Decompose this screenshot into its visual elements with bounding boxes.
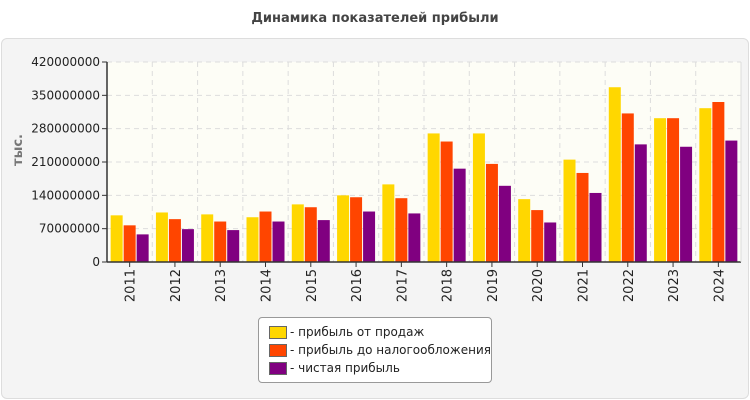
bar-2017-2 (408, 213, 421, 262)
bar-2022-1 (621, 113, 634, 262)
bar-2023-1 (667, 118, 680, 262)
bar-2015-2 (317, 220, 330, 262)
bar-2021-0 (563, 159, 576, 262)
bar-2012-0 (155, 212, 168, 262)
bar-2020-2 (544, 222, 557, 262)
x-tick-label: 2016 (350, 269, 365, 302)
bar-2022-0 (608, 87, 621, 262)
x-tick-label: 2022 (622, 269, 637, 302)
legend-swatch (269, 325, 287, 339)
y-tick-label: 420000000 (31, 55, 100, 69)
x-tick-label: 2023 (667, 269, 682, 302)
bar-2018-1 (440, 141, 453, 262)
bar-2015-0 (291, 204, 304, 262)
x-tick-label: 2021 (577, 269, 592, 302)
bar-2018-0 (427, 133, 440, 262)
bar-2012-2 (181, 229, 194, 262)
y-tick-label: 280000000 (31, 122, 100, 136)
bar-2020-1 (531, 210, 544, 262)
bar-2019-0 (472, 133, 485, 262)
legend-swatch (269, 343, 287, 357)
y-tick-label: 210000000 (31, 155, 100, 169)
bar-2023-2 (680, 146, 693, 262)
y-tick-label: 0 (92, 255, 100, 269)
x-tick-label: 2013 (214, 269, 229, 302)
bar-2013-2 (227, 230, 240, 262)
bar-2014-2 (272, 221, 285, 262)
legend-label: - чистая прибыль (290, 361, 400, 375)
bar-2012-1 (168, 219, 181, 262)
chart-title: Динамика показателей прибыли (251, 11, 499, 26)
x-tick-label: 2015 (305, 269, 320, 302)
x-tick-label: 2024 (712, 269, 727, 302)
bar-2018-2 (453, 168, 466, 262)
bar-2021-2 (589, 192, 602, 262)
bar-2015-1 (304, 207, 317, 262)
legend-item-sales: - прибыль от продаж (269, 324, 424, 340)
bar-2013-0 (201, 214, 214, 262)
legend-item-pretax: - прибыль до налогообложения (269, 342, 491, 358)
bar-2014-0 (246, 217, 259, 262)
bar-2022-2 (634, 144, 647, 262)
x-tick-label: 2012 (169, 269, 184, 302)
x-tick-label: 2014 (260, 269, 275, 302)
bar-2011-0 (110, 215, 123, 262)
bar-2013-1 (214, 221, 227, 262)
bar-2017-0 (382, 184, 395, 262)
legend: - прибыль от продаж - прибыль до налогоо… (258, 317, 492, 383)
bar-2023-0 (654, 118, 667, 262)
bar-2016-2 (363, 211, 376, 262)
legend-label: - прибыль до налогообложения (290, 343, 491, 357)
legend-swatch (269, 361, 287, 375)
bar-2017-1 (395, 198, 408, 262)
legend-label: - прибыль от продаж (290, 325, 425, 339)
bar-2024-1 (712, 102, 725, 262)
bar-2024-2 (725, 140, 738, 262)
x-tick-label: 2019 (486, 269, 501, 302)
bar-2011-2 (136, 234, 149, 262)
x-tick-label: 2020 (531, 269, 546, 302)
bar-2020-0 (518, 199, 531, 262)
bar-2019-2 (498, 185, 511, 262)
x-tick-label: 2011 (124, 269, 139, 302)
bar-2016-1 (350, 197, 363, 262)
x-tick-label: 2017 (395, 269, 410, 302)
y-tick-label: 140000000 (31, 188, 100, 202)
bar-2019-1 (485, 163, 498, 262)
bar-2011-1 (123, 225, 136, 262)
bar-2016-0 (337, 195, 350, 262)
bar-2021-1 (576, 172, 589, 262)
x-tick-label: 2018 (441, 269, 456, 302)
y-tick-label: 70000000 (39, 222, 100, 236)
y-axis-label: тыс. (11, 134, 26, 166)
bar-2024-0 (699, 108, 712, 262)
legend-item-net: - чистая прибыль (269, 360, 400, 376)
bar-2014-1 (259, 211, 272, 262)
y-tick-label: 350000000 (31, 88, 100, 102)
